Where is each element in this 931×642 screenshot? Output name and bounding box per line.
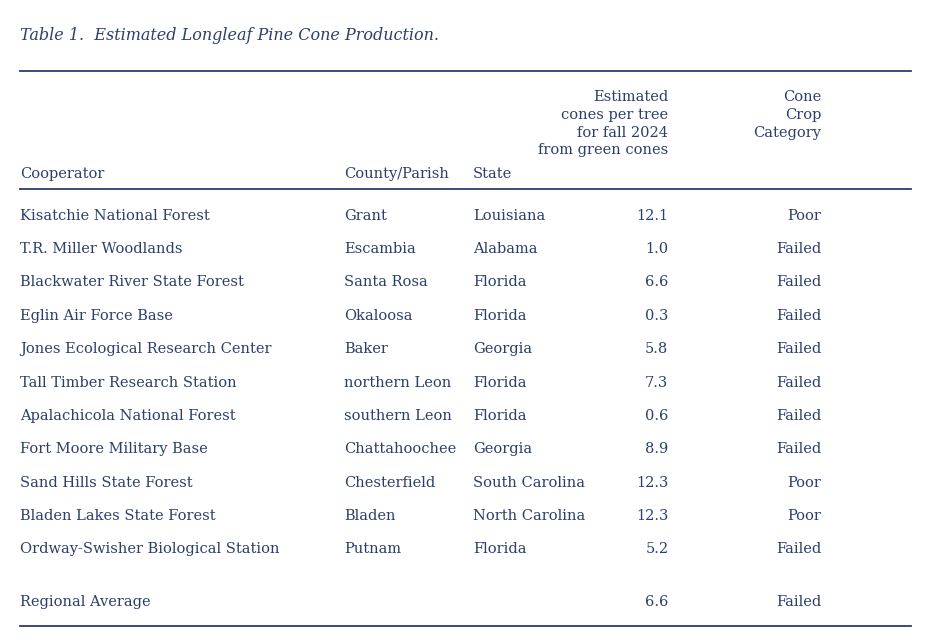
- Text: Failed: Failed: [776, 542, 821, 557]
- Text: Kisatchie National Forest: Kisatchie National Forest: [20, 209, 210, 223]
- Text: Fort Moore Military Base: Fort Moore Military Base: [20, 442, 209, 456]
- Text: Okaloosa: Okaloosa: [344, 309, 413, 323]
- Text: Estimated
cones per tree
for fall 2024
from green cones: Estimated cones per tree for fall 2024 f…: [538, 90, 668, 157]
- Text: 6.6: 6.6: [645, 595, 668, 609]
- Text: Escambia: Escambia: [344, 242, 416, 256]
- Text: Poor: Poor: [788, 476, 821, 490]
- Text: northern Leon: northern Leon: [344, 376, 452, 390]
- Text: Georgia: Georgia: [473, 342, 533, 356]
- Text: 0.3: 0.3: [645, 309, 668, 323]
- Text: Florida: Florida: [473, 409, 526, 423]
- Text: Failed: Failed: [776, 275, 821, 290]
- Text: Table 1.  Estimated Longleaf Pine Cone Production.: Table 1. Estimated Longleaf Pine Cone Pr…: [20, 27, 439, 44]
- Text: 5.2: 5.2: [645, 542, 668, 557]
- Text: Tall Timber Research Station: Tall Timber Research Station: [20, 376, 237, 390]
- Text: 7.3: 7.3: [645, 376, 668, 390]
- Text: Failed: Failed: [776, 309, 821, 323]
- Text: South Carolina: South Carolina: [473, 476, 585, 490]
- Text: Jones Ecological Research Center: Jones Ecological Research Center: [20, 342, 272, 356]
- Text: 12.3: 12.3: [636, 509, 668, 523]
- Text: Sand Hills State Forest: Sand Hills State Forest: [20, 476, 193, 490]
- Text: Cone
Crop
Category: Cone Crop Category: [753, 90, 821, 139]
- Text: Poor: Poor: [788, 509, 821, 523]
- Text: Failed: Failed: [776, 376, 821, 390]
- Text: Bladen: Bladen: [344, 509, 396, 523]
- Text: Failed: Failed: [776, 409, 821, 423]
- Text: Blackwater River State Forest: Blackwater River State Forest: [20, 275, 244, 290]
- Text: Failed: Failed: [776, 595, 821, 609]
- Text: Baker: Baker: [344, 342, 388, 356]
- Text: 1.0: 1.0: [645, 242, 668, 256]
- Text: Failed: Failed: [776, 342, 821, 356]
- Text: 8.9: 8.9: [645, 442, 668, 456]
- Text: Failed: Failed: [776, 242, 821, 256]
- Text: 6.6: 6.6: [645, 275, 668, 290]
- Text: Regional Average: Regional Average: [20, 595, 151, 609]
- Text: North Carolina: North Carolina: [473, 509, 586, 523]
- Text: Chesterfield: Chesterfield: [344, 476, 436, 490]
- Text: County/Parish: County/Parish: [344, 167, 450, 181]
- Text: Santa Rosa: Santa Rosa: [344, 275, 428, 290]
- Text: Chattahoochee: Chattahoochee: [344, 442, 457, 456]
- Text: Georgia: Georgia: [473, 442, 533, 456]
- Text: Poor: Poor: [788, 209, 821, 223]
- Text: Louisiana: Louisiana: [473, 209, 546, 223]
- Text: 5.8: 5.8: [645, 342, 668, 356]
- Text: Apalachicola National Forest: Apalachicola National Forest: [20, 409, 236, 423]
- Text: southern Leon: southern Leon: [344, 409, 452, 423]
- Text: Putnam: Putnam: [344, 542, 401, 557]
- Text: 0.6: 0.6: [645, 409, 668, 423]
- Text: Bladen Lakes State Forest: Bladen Lakes State Forest: [20, 509, 216, 523]
- Text: Grant: Grant: [344, 209, 387, 223]
- Text: 12.3: 12.3: [636, 476, 668, 490]
- Text: State: State: [473, 167, 512, 181]
- Text: Alabama: Alabama: [473, 242, 537, 256]
- Text: T.R. Miller Woodlands: T.R. Miller Woodlands: [20, 242, 183, 256]
- Text: Cooperator: Cooperator: [20, 167, 105, 181]
- Text: Ordway-Swisher Biological Station: Ordway-Swisher Biological Station: [20, 542, 280, 557]
- Text: Failed: Failed: [776, 442, 821, 456]
- Text: Florida: Florida: [473, 309, 526, 323]
- Text: Eglin Air Force Base: Eglin Air Force Base: [20, 309, 173, 323]
- Text: Florida: Florida: [473, 376, 526, 390]
- Text: Florida: Florida: [473, 275, 526, 290]
- Text: Florida: Florida: [473, 542, 526, 557]
- Text: 12.1: 12.1: [636, 209, 668, 223]
